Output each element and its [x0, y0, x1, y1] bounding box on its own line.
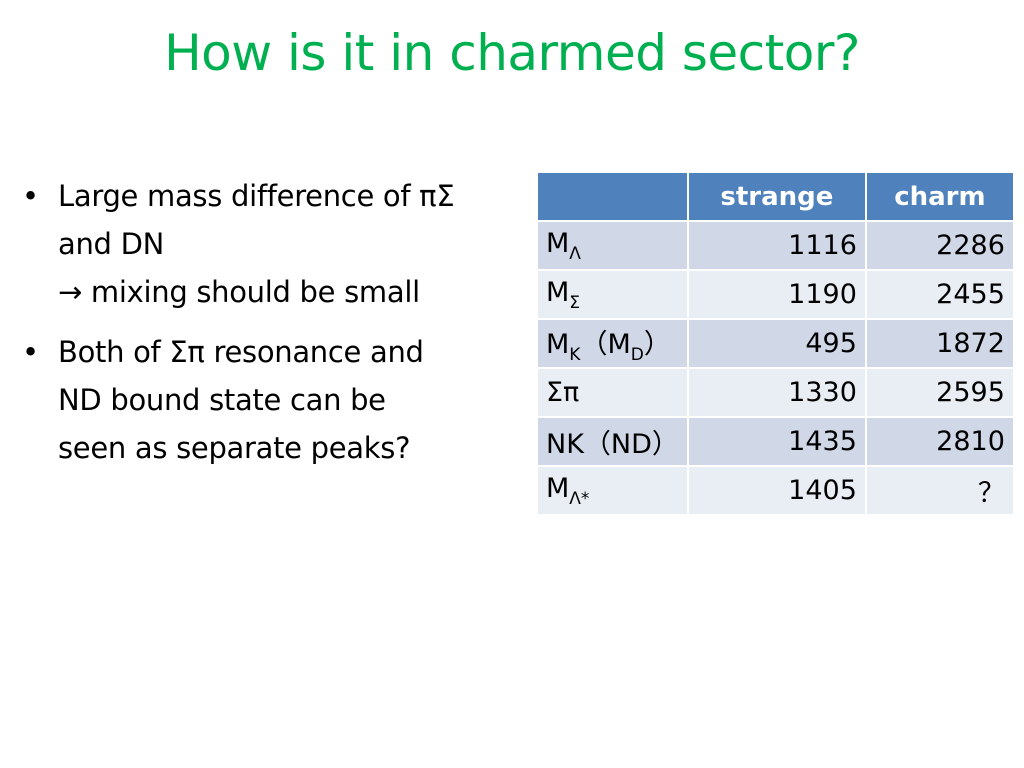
bullet-line: and DN	[58, 227, 165, 261]
charm-value: 2810	[864, 416, 1015, 467]
strange-value: 1405	[686, 465, 867, 516]
bullet-list: • Large mass difference of πΣ and DN → m…	[22, 172, 522, 484]
row-label: Σπ	[536, 367, 689, 418]
strange-value: 1435	[686, 416, 867, 467]
header-cell-empty	[536, 171, 689, 222]
charm-value: ？	[864, 465, 1015, 516]
bullet-dot-icon: •	[22, 179, 39, 213]
bullet-item: • Large mass difference of πΣ and DN → m…	[22, 172, 522, 316]
table-header-row: strange charm	[536, 171, 1015, 222]
strange-value: 495	[686, 318, 867, 369]
bullet-dot-icon: •	[22, 335, 39, 369]
bullet-line: Large mass difference of πΣ	[58, 179, 455, 213]
row-label: MΣ	[536, 269, 689, 320]
strange-value: 1190	[686, 269, 867, 320]
table-row: MΣ 1190 2455	[536, 269, 1015, 320]
charm-value: 2455	[864, 269, 1015, 320]
charm-value: 2595	[864, 367, 1015, 418]
mass-table: strange charm MΛ 1116 2286 MΣ 1190 2455 …	[536, 171, 1015, 516]
strange-value: 1116	[686, 220, 867, 271]
strange-value: 1330	[686, 367, 867, 418]
table-row: MK（MD） 495 1872	[536, 318, 1015, 369]
table-row: NK（ND） 1435 2810	[536, 416, 1015, 467]
bullet-line: seen as separate peaks?	[58, 431, 411, 465]
slide-title: How is it in charmed sector?	[164, 24, 860, 82]
table-row: MΛ* 1405 ？	[536, 465, 1015, 516]
charm-value: 1872	[864, 318, 1015, 369]
charm-value: 2286	[864, 220, 1015, 271]
table-row: Σπ 1330 2595	[536, 367, 1015, 418]
bullet-line: ND bound state can be	[58, 383, 386, 417]
table-row: MΛ 1116 2286	[536, 220, 1015, 271]
header-cell-strange: strange	[686, 171, 867, 222]
row-label: MΛ*	[536, 465, 689, 516]
bullet-item: • Both of Σπ resonance and ND bound stat…	[22, 328, 522, 472]
header-cell-charm: charm	[864, 171, 1015, 222]
row-label: NK（ND）	[536, 416, 689, 467]
row-label: MK（MD）	[536, 318, 689, 369]
bullet-line: → mixing should be small	[58, 275, 420, 309]
row-label: MΛ	[536, 220, 689, 271]
bullet-line: Both of Σπ resonance and	[58, 335, 424, 369]
